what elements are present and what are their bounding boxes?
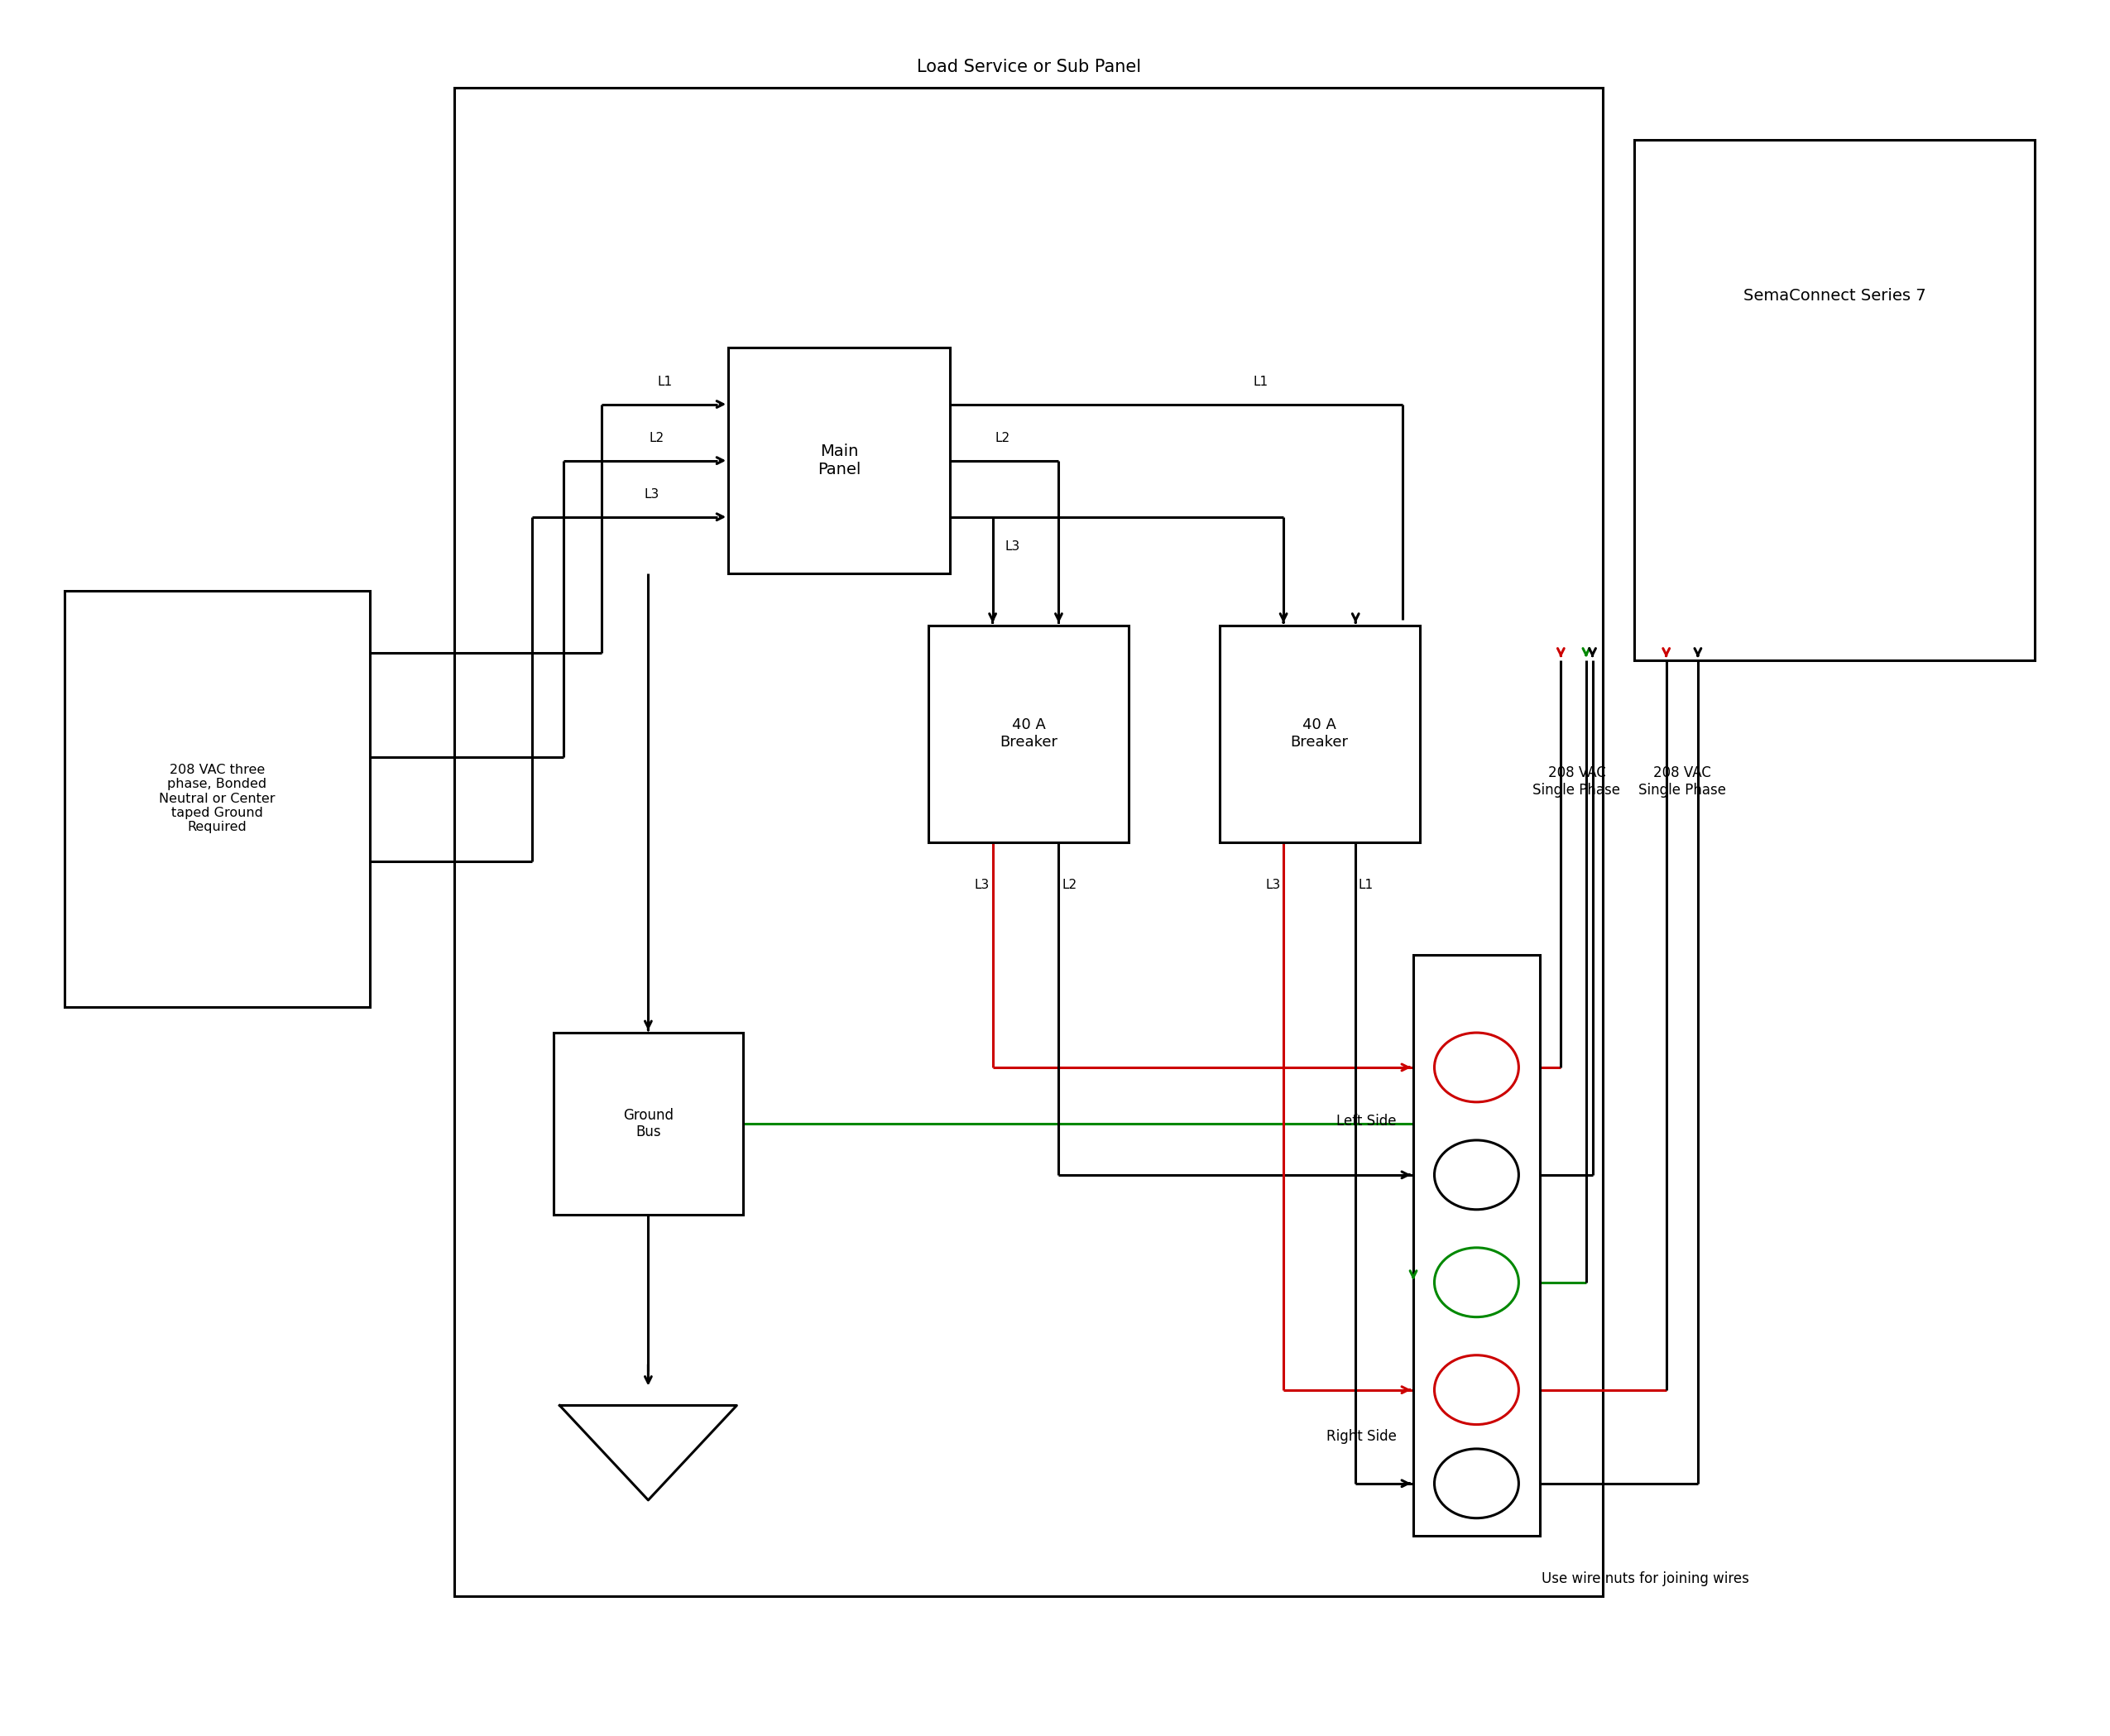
Text: Ground
Bus: Ground Bus xyxy=(622,1108,673,1141)
FancyBboxPatch shape xyxy=(553,1033,743,1215)
Text: L2: L2 xyxy=(994,432,1011,444)
Text: 208 VAC
Single Phase: 208 VAC Single Phase xyxy=(1637,766,1726,797)
FancyBboxPatch shape xyxy=(1220,625,1420,842)
Text: L1: L1 xyxy=(1359,878,1374,892)
FancyBboxPatch shape xyxy=(65,590,369,1007)
FancyBboxPatch shape xyxy=(454,89,1604,1595)
Text: L1: L1 xyxy=(658,375,673,387)
FancyBboxPatch shape xyxy=(1414,955,1540,1535)
Text: Left Side: Left Side xyxy=(1336,1115,1397,1128)
Text: L3: L3 xyxy=(975,878,990,892)
Text: L1: L1 xyxy=(1253,375,1268,387)
Text: 208 VAC three
phase, Bonded
Neutral or Center
taped Ground
Required: 208 VAC three phase, Bonded Neutral or C… xyxy=(158,764,274,833)
Text: L2: L2 xyxy=(1061,878,1076,892)
Text: L3: L3 xyxy=(1004,540,1021,552)
Text: Main
Panel: Main Panel xyxy=(817,444,861,477)
Text: 40 A
Breaker: 40 A Breaker xyxy=(1291,717,1348,750)
Text: 40 A
Breaker: 40 A Breaker xyxy=(1000,717,1057,750)
Text: L3: L3 xyxy=(1266,878,1281,892)
Text: SemaConnect Series 7: SemaConnect Series 7 xyxy=(1743,288,1926,304)
Text: L3: L3 xyxy=(644,488,658,500)
Text: Load Service or Sub Panel: Load Service or Sub Panel xyxy=(916,59,1142,75)
Text: Right Side: Right Side xyxy=(1327,1429,1397,1444)
Text: 208 VAC
Single Phase: 208 VAC Single Phase xyxy=(1532,766,1620,797)
FancyBboxPatch shape xyxy=(1635,141,2034,660)
Text: Use wire nuts for joining wires: Use wire nuts for joining wires xyxy=(1542,1571,1749,1587)
Text: L2: L2 xyxy=(650,432,665,444)
FancyBboxPatch shape xyxy=(928,625,1129,842)
FancyBboxPatch shape xyxy=(728,347,949,573)
